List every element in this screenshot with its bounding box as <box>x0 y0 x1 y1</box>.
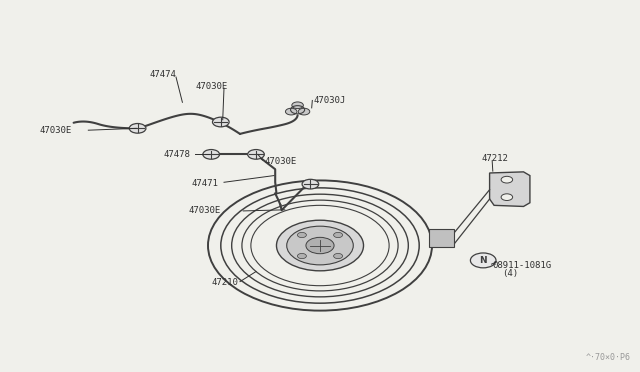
Polygon shape <box>490 172 530 206</box>
Circle shape <box>212 117 229 127</box>
Circle shape <box>287 226 353 265</box>
Circle shape <box>501 194 513 201</box>
Text: 47474: 47474 <box>150 70 177 79</box>
Text: 47030E: 47030E <box>189 206 221 215</box>
Circle shape <box>470 253 496 268</box>
Circle shape <box>333 232 342 238</box>
Circle shape <box>129 124 146 133</box>
Circle shape <box>298 232 307 238</box>
Text: 47030E: 47030E <box>264 157 296 166</box>
Circle shape <box>306 237 334 254</box>
Circle shape <box>292 102 303 109</box>
Text: 47210: 47210 <box>211 278 238 287</box>
Circle shape <box>276 220 364 271</box>
Circle shape <box>298 253 307 259</box>
Text: N: N <box>479 256 487 265</box>
Text: 47030E: 47030E <box>195 82 227 91</box>
Circle shape <box>248 150 264 159</box>
Text: 08911-1081G: 08911-1081G <box>493 262 552 270</box>
Circle shape <box>302 179 319 189</box>
Text: ^·70×0·P6: ^·70×0·P6 <box>586 353 630 362</box>
Circle shape <box>298 108 310 115</box>
Circle shape <box>285 108 297 115</box>
FancyBboxPatch shape <box>429 229 454 247</box>
Text: 47030J: 47030J <box>314 96 346 105</box>
Text: (4): (4) <box>502 269 518 278</box>
Text: 47030E: 47030E <box>40 126 72 135</box>
Text: 47478: 47478 <box>163 150 190 159</box>
Text: 47471: 47471 <box>192 179 219 187</box>
Circle shape <box>203 150 220 159</box>
Circle shape <box>501 176 513 183</box>
Text: 47212: 47212 <box>481 154 508 163</box>
Circle shape <box>333 253 342 259</box>
